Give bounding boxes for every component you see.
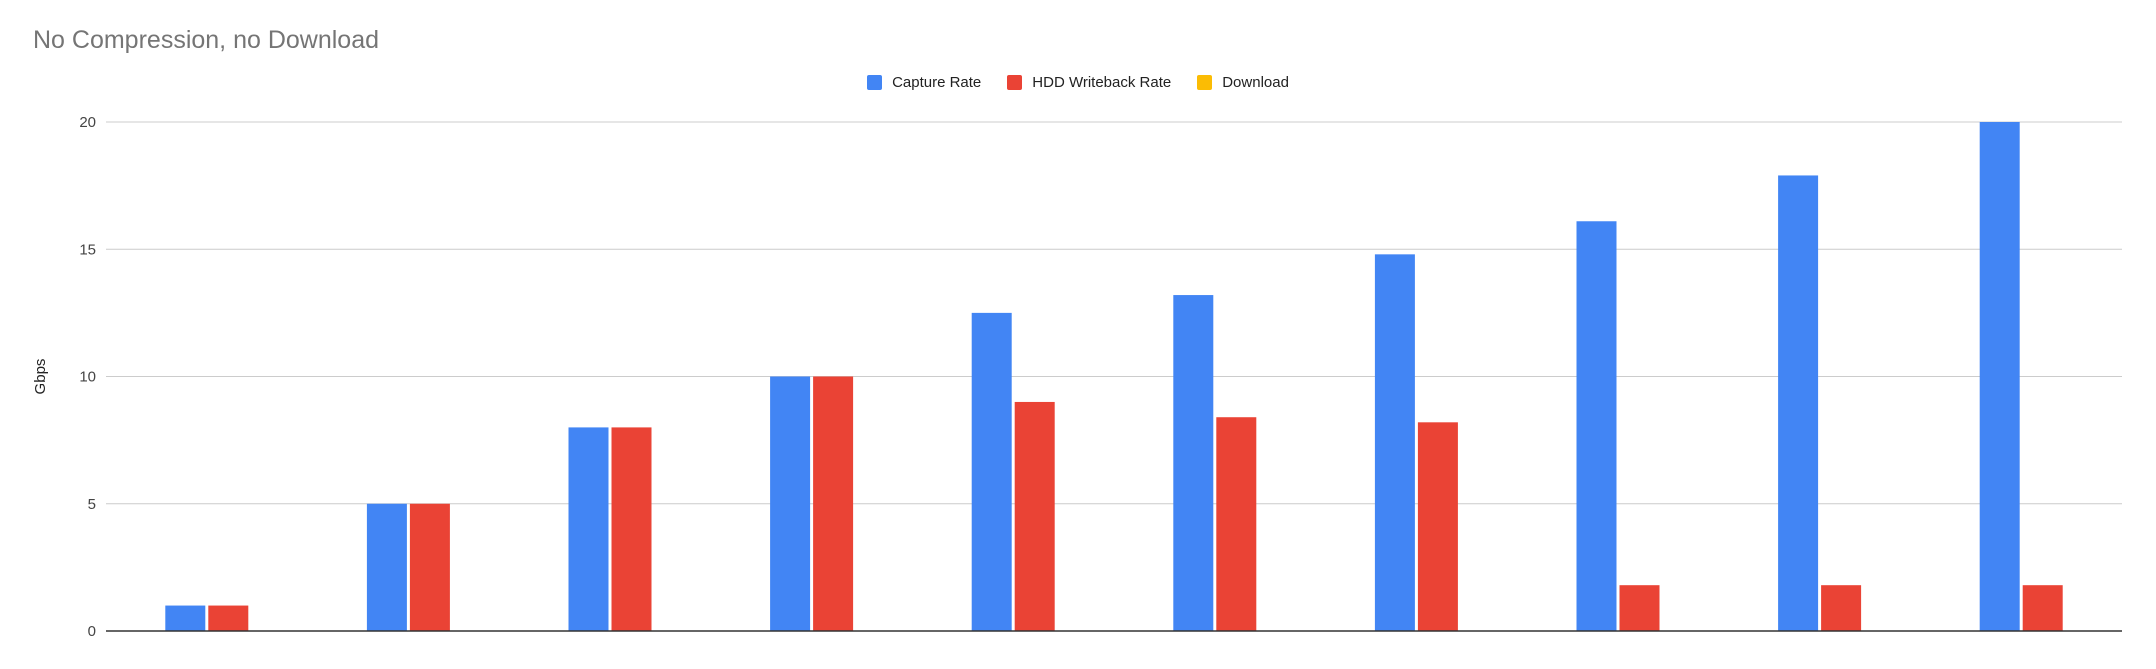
y-tick-label-15: 15 bbox=[79, 241, 96, 258]
bar-capture-rate-10[interactable] bbox=[1979, 122, 2020, 631]
y-tick-label-5: 5 bbox=[88, 496, 96, 513]
bar-hdd-writeback-rate-6[interactable] bbox=[1216, 417, 1257, 631]
legend-item-capture-rate[interactable]: Capture Rate bbox=[867, 74, 981, 91]
bar-hdd-writeback-rate-1[interactable] bbox=[208, 605, 249, 631]
bar-capture-rate-2[interactable] bbox=[366, 503, 407, 631]
bar-hdd-writeback-rate-10[interactable] bbox=[2022, 585, 2063, 631]
gridlines bbox=[106, 121, 2122, 505]
legend-swatch-hdd-writeback-rate bbox=[1007, 75, 1023, 90]
legend-item-hdd-writeback-rate[interactable]: HDD Writeback Rate bbox=[1007, 74, 1171, 91]
legend-swatch-capture-rate bbox=[867, 75, 883, 90]
bar-hdd-writeback-rate-8[interactable] bbox=[1619, 585, 1660, 631]
bar-capture-rate-7[interactable] bbox=[1374, 254, 1415, 631]
bar-capture-rate-6[interactable] bbox=[1173, 295, 1214, 631]
bar-hdd-writeback-rate-3[interactable] bbox=[611, 427, 652, 631]
bars bbox=[165, 122, 2063, 632]
axes: 0 5 10 15 20 bbox=[79, 114, 2122, 640]
y-tick-label-10: 10 bbox=[79, 369, 96, 386]
bar-capture-rate-8[interactable] bbox=[1576, 221, 1617, 631]
bar-capture-rate-9[interactable] bbox=[1778, 175, 1819, 631]
legend-swatch-download bbox=[1197, 75, 1213, 90]
legend-item-download[interactable]: Download bbox=[1197, 74, 1289, 91]
bar-capture-rate-1[interactable] bbox=[165, 605, 206, 631]
bar-hdd-writeback-rate-9[interactable] bbox=[1821, 585, 1862, 631]
legend-label-download: Download bbox=[1222, 74, 1289, 91]
bar-hdd-writeback-rate-7[interactable] bbox=[1417, 422, 1458, 631]
bar-hdd-writeback-rate-5[interactable] bbox=[1014, 401, 1055, 631]
legend-label-hdd-writeback-rate: HDD Writeback Rate bbox=[1032, 74, 1172, 91]
bar-hdd-writeback-rate-4[interactable] bbox=[813, 376, 854, 632]
y-axis-title: Gbps bbox=[32, 359, 49, 395]
chart-title: No Compression, no Download bbox=[33, 26, 380, 54]
y-tick-label-0: 0 bbox=[88, 623, 96, 640]
y-tick-label-20: 20 bbox=[79, 114, 96, 131]
legend: Capture Rate HDD Writeback Rate Download bbox=[0, 74, 2156, 91]
bar-capture-rate-4[interactable] bbox=[770, 376, 811, 632]
bar-capture-rate-5[interactable] bbox=[971, 312, 1012, 631]
bar-capture-rate-3[interactable] bbox=[568, 427, 609, 631]
legend-label-capture-rate: Capture Rate bbox=[892, 74, 982, 91]
bar-hdd-writeback-rate-2[interactable] bbox=[409, 503, 450, 631]
